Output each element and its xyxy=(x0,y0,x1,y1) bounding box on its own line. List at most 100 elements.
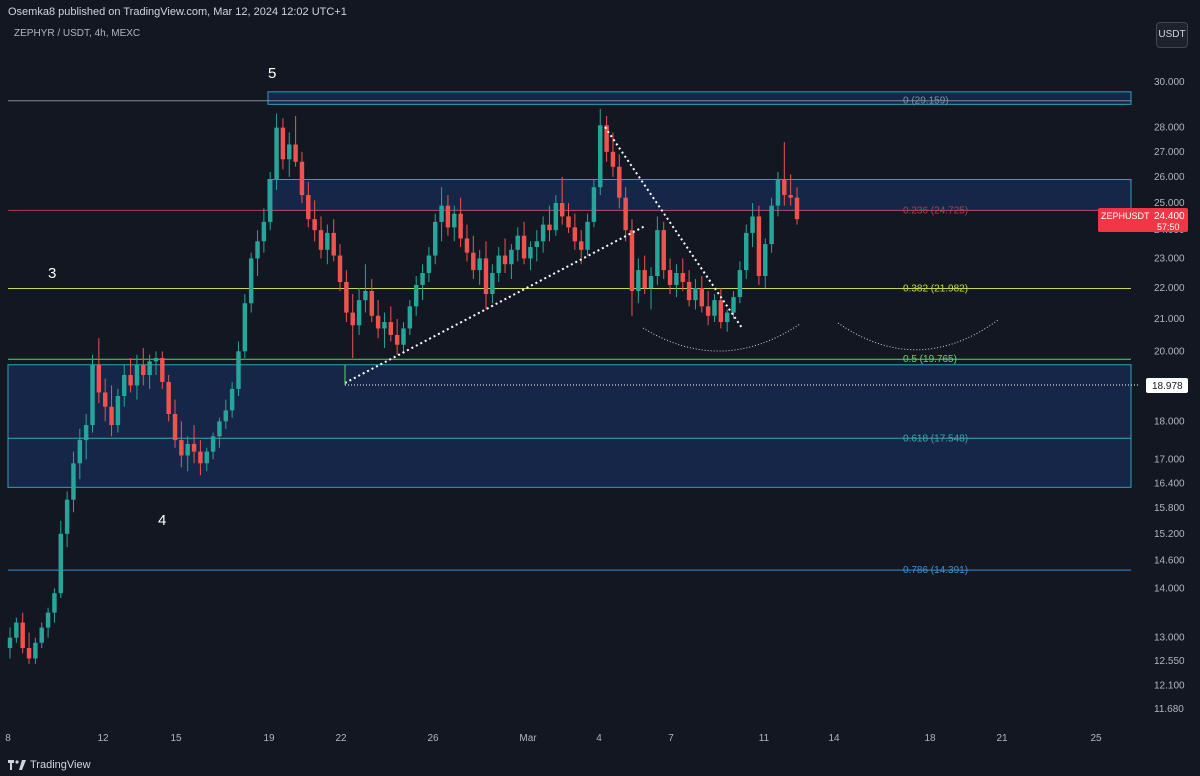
candle-body xyxy=(477,258,482,271)
price-label-symbol: ZEPHUSDT xyxy=(1101,211,1150,221)
y-tick-label-18: 12.550 xyxy=(1154,656,1185,667)
candle-body xyxy=(724,312,730,323)
candle-body xyxy=(128,375,133,386)
candle-body xyxy=(458,213,463,239)
fib-levels-layer: 0 (29.159) 0.236 (24.725) 0.382 (21.982) 0.… xyxy=(8,96,1131,576)
x-tick-label-13: 25 xyxy=(1090,733,1102,744)
y-tick-label-7: 22.000 xyxy=(1154,283,1185,294)
candle-body xyxy=(782,179,787,196)
candle-body xyxy=(540,224,546,242)
candle-body xyxy=(267,179,273,222)
y-tick-label-15: 14.600 xyxy=(1154,556,1185,567)
fib-label-2: 0.382 (21.982) xyxy=(903,284,968,295)
candle-body xyxy=(452,213,457,228)
zone-0 xyxy=(267,91,1132,105)
candle-body xyxy=(553,202,559,231)
candle-body xyxy=(337,255,343,282)
candle-body xyxy=(750,216,755,233)
candle-body xyxy=(445,205,451,228)
candle-body xyxy=(356,300,362,326)
y-tick-label-6: 23.000 xyxy=(1154,253,1185,264)
zone-1 xyxy=(267,178,1132,211)
y-tick-label-14: 15.200 xyxy=(1154,529,1185,540)
candle-body xyxy=(712,300,717,316)
candle-body xyxy=(420,273,425,285)
candle-body xyxy=(96,364,102,393)
candle-body xyxy=(591,187,597,222)
candle-body xyxy=(179,440,184,456)
candle-body xyxy=(610,151,616,167)
x-tick-label-7: 4 xyxy=(596,733,602,744)
marker-label-box xyxy=(1146,378,1188,393)
y-tick-label-1: 28.000 xyxy=(1154,123,1185,134)
y-tick-label-9: 20.000 xyxy=(1154,346,1185,357)
candle-body xyxy=(306,195,311,220)
candle-body xyxy=(375,315,381,329)
cup-arc-right xyxy=(837,319,999,351)
candle-body xyxy=(686,281,692,301)
candle-body xyxy=(312,219,317,231)
cup-arc-left xyxy=(642,323,801,352)
candle-body xyxy=(229,388,235,411)
candle-body xyxy=(261,221,267,242)
candle-body xyxy=(318,230,324,250)
candle-body xyxy=(566,216,571,228)
candle-body xyxy=(388,322,394,335)
candle-body xyxy=(14,622,19,638)
candle-body xyxy=(788,195,793,198)
candle-body xyxy=(52,593,57,613)
y-tick-label-4: 25.000 xyxy=(1154,198,1185,209)
candle-body xyxy=(109,406,114,426)
candle-body xyxy=(674,273,679,285)
symbol-title: ZEPHYR / USDT, 4h, MEXC xyxy=(14,28,141,39)
zones-layer xyxy=(7,91,1132,488)
candle-body xyxy=(26,648,32,659)
candle-body xyxy=(794,197,800,220)
x-tick-label-8: 7 xyxy=(668,733,674,744)
y-tick-label-17: 13.000 xyxy=(1154,633,1185,644)
x-tick-label-1: 12 xyxy=(97,733,109,744)
candle-body xyxy=(680,273,685,282)
candle-body xyxy=(502,255,508,265)
candle-body xyxy=(344,281,349,313)
candle-body xyxy=(413,284,419,307)
x-tick-label-5: 26 xyxy=(427,733,439,744)
wave-label-4: 4 xyxy=(158,512,166,529)
candle-body xyxy=(515,235,520,250)
marker-label-value: 18.978 xyxy=(1152,381,1183,392)
price-label-box xyxy=(1098,208,1188,232)
y-tick-label-19: 12.100 xyxy=(1154,680,1185,691)
candle-body xyxy=(407,306,413,329)
candle-body xyxy=(236,351,241,389)
candle-body xyxy=(699,287,705,307)
x-tick-label-0: 8 xyxy=(5,733,11,744)
candle-body xyxy=(598,125,603,188)
price-axis-bg xyxy=(1141,55,1200,735)
y-tick-label-3: 26.000 xyxy=(1154,172,1185,183)
candle-body xyxy=(223,410,229,422)
y-tick-label-0: 30.000 xyxy=(1154,77,1185,88)
candle-body xyxy=(350,312,355,326)
y-tick-label-11: 17.000 xyxy=(1154,454,1185,465)
candle-body xyxy=(433,221,438,256)
candle-body xyxy=(58,533,63,594)
tradingview-brand[interactable]: TradingView xyxy=(8,759,91,771)
price-axis: 30.00028.00027.00026.00025.00024.00023.0… xyxy=(1141,55,1200,735)
candle-body xyxy=(204,451,209,464)
y-tick-label-13: 15.800 xyxy=(1154,503,1185,514)
candle-body xyxy=(20,622,25,649)
x-tick-label-12: 21 xyxy=(996,733,1008,744)
candle-body xyxy=(299,161,305,196)
candle-body xyxy=(490,273,495,295)
candle-body xyxy=(439,205,444,222)
candle-body xyxy=(134,364,140,386)
candle-body xyxy=(382,322,387,329)
x-tick-label-6: Mar xyxy=(519,733,537,744)
candle-body xyxy=(401,328,406,345)
candle-body xyxy=(242,303,248,352)
zone-2 xyxy=(7,364,1132,488)
candle-body xyxy=(369,291,374,316)
candle-body xyxy=(496,255,501,274)
currency-button[interactable]: USDT xyxy=(1156,22,1188,48)
